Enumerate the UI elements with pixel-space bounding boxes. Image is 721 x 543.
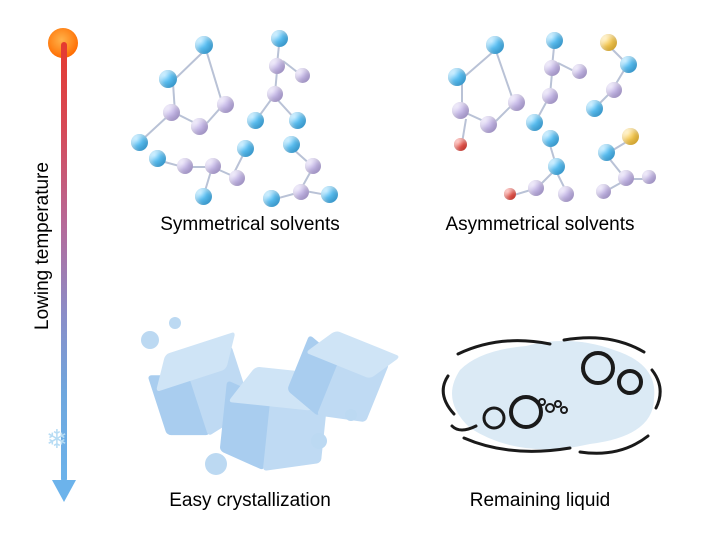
symmetrical-molecules xyxy=(135,30,345,200)
ice-crystals xyxy=(135,305,355,465)
asymmetrical-molecules xyxy=(430,30,660,200)
label-symmetrical: Symmetrical solvents xyxy=(150,214,350,236)
diagram-stage: { "canvas": { "width": 721, "height": 54… xyxy=(0,0,721,543)
liquid-puddle xyxy=(430,310,670,460)
axis-gradient-bar xyxy=(61,42,67,482)
snowflake-icon: ❄ xyxy=(46,426,68,452)
axis-label: Lowing temperature xyxy=(32,162,54,330)
label-liquid: Remaining liquid xyxy=(430,490,650,512)
label-crystallization: Easy crystallization xyxy=(150,490,350,512)
axis-arrowhead xyxy=(52,480,76,502)
label-asymmetrical: Asymmetrical solvents xyxy=(430,214,650,236)
temperature-axis: ❄ xyxy=(54,34,74,494)
